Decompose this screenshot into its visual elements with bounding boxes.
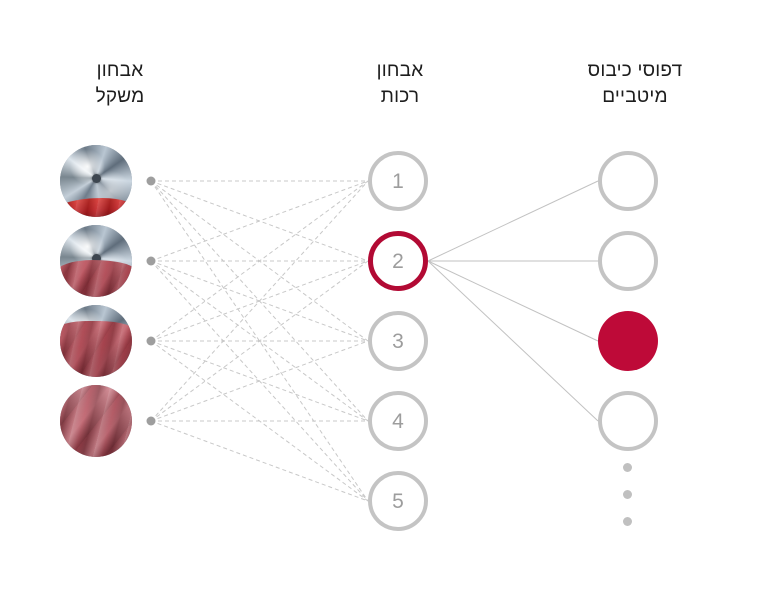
hidden-node-3[interactable]: 3 [368,311,428,371]
hidden-node-4-label: 4 [392,409,404,433]
hidden-node-1[interactable]: 1 [368,151,428,211]
input-thumbnail-load-4[interactable] [60,385,132,457]
hidden-node-4[interactable]: 4 [368,391,428,451]
column-header-weight: אבחון משקל [95,60,145,107]
hidden-node-2-label: 2 [392,249,404,273]
hidden-to-output-links [427,180,599,422]
hidden-node-3-label: 3 [392,329,404,353]
ellipsis-dot-3 [623,517,632,526]
hidden-node-5[interactable]: 5 [368,471,428,531]
ellipsis-dot-2 [623,490,632,499]
output-node-2[interactable] [598,231,658,291]
input-thumbnail-load-1[interactable] [60,145,132,217]
column-header-softness: אבחון רכות [376,60,424,107]
laundry-fabric-icon [60,320,132,377]
input-thumbnail-load-3[interactable] [60,305,132,377]
laundry-fabric-icon [60,385,132,457]
laundry-fabric-icon [60,198,132,217]
hidden-node-1-label: 1 [392,169,404,193]
output-node-3-selected[interactable] [598,311,658,371]
output-node-4[interactable] [598,391,658,451]
input-connector-dots [146,176,156,426]
ellipsis-dot-1 [623,463,632,472]
column-header-patterns: דפוסי כיבוס מיטביים [587,60,683,107]
hidden-node-2[interactable]: 2 [368,231,428,291]
hidden-node-5-label: 5 [392,489,404,513]
output-node-1[interactable] [598,151,658,211]
input-thumbnail-load-2[interactable] [60,225,132,297]
input-to-hidden-links [150,180,369,502]
laundry-fabric-icon [60,259,132,297]
